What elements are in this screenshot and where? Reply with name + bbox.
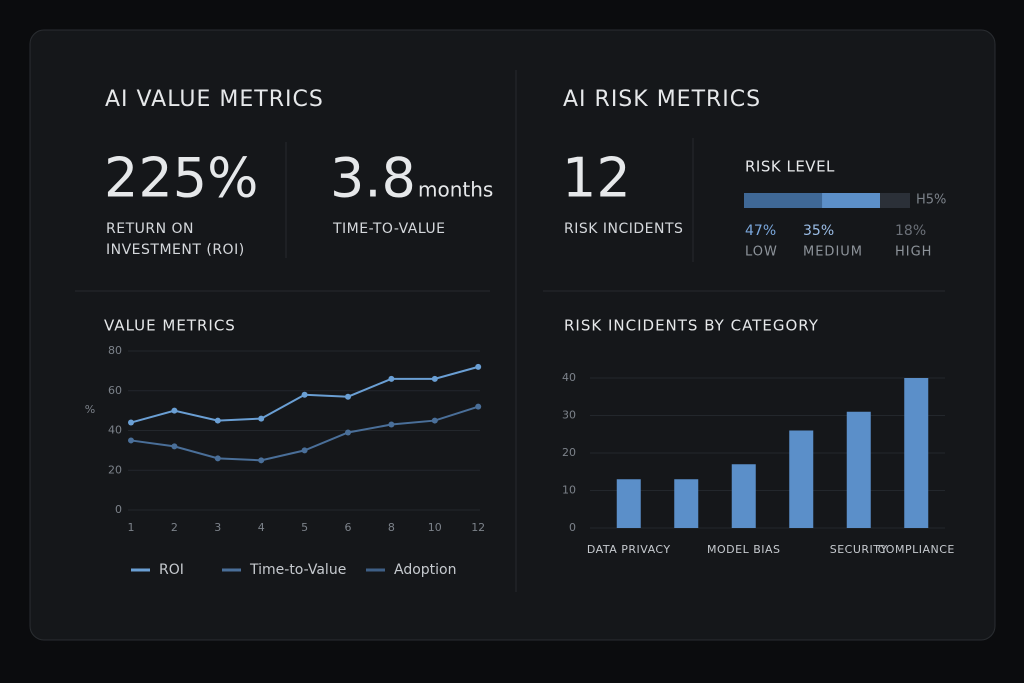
- y-tick-label: 0: [569, 521, 576, 534]
- kpi-value: 12: [562, 147, 631, 210]
- x-tick-label: MODEL BIAS: [707, 543, 781, 556]
- line-point: [214, 417, 221, 424]
- line-point: [388, 421, 395, 428]
- x-tick-label: 3: [214, 521, 221, 534]
- risk-segment: [880, 193, 910, 208]
- kpi-label: RETURN ON: [106, 221, 194, 237]
- line-point: [258, 415, 265, 422]
- risk-percent: 35%: [803, 223, 834, 239]
- kpi-label: RISK INCIDENTS: [564, 221, 683, 237]
- y-tick-label: 20: [108, 463, 122, 476]
- x-tick-label: 4: [258, 521, 265, 534]
- chart-title: VALUE METRICS: [104, 317, 236, 335]
- x-tick-label: 6: [345, 521, 352, 534]
- line-point: [171, 407, 178, 414]
- bar: [616, 479, 641, 528]
- risk-percent: 18%: [895, 223, 926, 239]
- risk-name: MEDIUM: [803, 245, 863, 260]
- bar: [846, 411, 871, 528]
- risk-segment: [744, 193, 823, 208]
- y-tick-label: 40: [108, 424, 122, 437]
- legend-label: ROI: [159, 562, 184, 578]
- bar: [731, 464, 756, 528]
- y-tick-label: 40: [562, 371, 576, 384]
- line-point: [171, 443, 178, 450]
- kpi-value: 3.8: [330, 147, 416, 210]
- risk-name: HIGH: [895, 245, 932, 260]
- line-point: [128, 419, 134, 426]
- risk-percent: 47%: [745, 223, 776, 239]
- y-tick-label: 80: [108, 344, 122, 357]
- x-tick-label: 10: [428, 521, 442, 534]
- risk-segment: [822, 193, 881, 208]
- y-tick-label: 60: [108, 384, 122, 397]
- x-tick-label: 5: [301, 521, 308, 534]
- x-tick-label: 12: [471, 521, 485, 534]
- line-point: [214, 455, 221, 462]
- y-tick-label: 30: [562, 409, 576, 422]
- x-tick-label: DATA PRIVACY: [587, 543, 671, 556]
- bar: [789, 430, 814, 528]
- line-point: [258, 457, 265, 464]
- line-point: [431, 375, 438, 382]
- y-tick-label: 0: [115, 503, 122, 516]
- legend-label: Time-to-Value: [249, 562, 346, 578]
- line-point: [475, 363, 482, 370]
- x-tick-label: 8: [388, 521, 395, 534]
- y-tick-label: 20: [562, 446, 576, 459]
- x-tick-label: SECURITY: [830, 543, 888, 556]
- kpi-unit: months: [418, 178, 493, 202]
- kpi-label: TIME-TO-VALUE: [332, 221, 446, 237]
- risk-name: LOW: [745, 245, 778, 260]
- chart-title: RISK INCIDENTS BY CATEGORY: [564, 317, 819, 335]
- section-title: AI VALUE METRICS: [105, 87, 324, 112]
- line-point: [301, 391, 308, 398]
- y-tick-label: 10: [562, 484, 576, 497]
- line-point: [475, 403, 482, 410]
- line-point: [128, 437, 134, 444]
- kpi-value: 225%: [104, 147, 258, 210]
- bar: [674, 479, 699, 528]
- bar: [904, 378, 929, 528]
- kpi-label: INVESTMENT (ROI): [106, 242, 245, 258]
- legend-label: Adoption: [394, 562, 457, 578]
- line-point: [345, 393, 351, 400]
- risk-title: RISK LEVEL: [745, 158, 835, 176]
- y-axis-label: %: [85, 403, 95, 416]
- risk-note: H5%: [916, 193, 946, 208]
- x-tick-label: 2: [171, 521, 178, 534]
- line-point: [388, 375, 395, 382]
- section-title: AI RISK METRICS: [563, 87, 761, 112]
- x-tick-label: COMPLIANCE: [878, 543, 955, 556]
- x-tick-label: 1: [128, 521, 135, 534]
- line-point: [431, 417, 438, 424]
- line-point: [345, 429, 351, 436]
- line-point: [301, 447, 308, 454]
